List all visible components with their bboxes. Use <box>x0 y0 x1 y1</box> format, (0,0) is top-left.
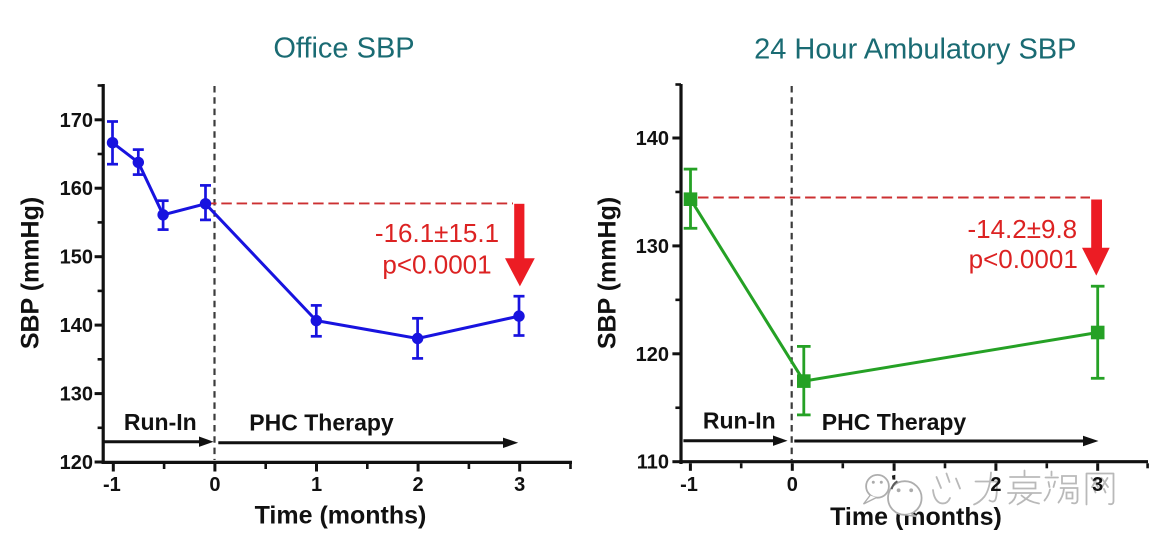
svg-text:3: 3 <box>1092 474 1103 496</box>
svg-text:140: 140 <box>60 315 93 337</box>
svg-text:24 Hour Ambulatory SBP: 24 Hour Ambulatory SBP <box>754 34 1076 66</box>
svg-text:130: 130 <box>636 236 669 258</box>
svg-text:p<0.0001: p<0.0001 <box>969 244 1078 274</box>
svg-text:Run-In: Run-In <box>124 409 197 435</box>
svg-text:1: 1 <box>311 474 322 496</box>
svg-text:150: 150 <box>60 247 93 269</box>
svg-text:-1: -1 <box>680 474 698 496</box>
svg-text:Time (months): Time (months) <box>255 502 427 530</box>
svg-text:Office SBP: Office SBP <box>273 32 414 64</box>
svg-text:p<0.0001: p<0.0001 <box>382 250 491 280</box>
svg-text:170: 170 <box>60 110 93 132</box>
svg-text:Run-In: Run-In <box>703 407 776 433</box>
svg-text:140: 140 <box>636 128 669 150</box>
svg-text:-1: -1 <box>103 474 121 496</box>
svg-text:SBP (mmHg): SBP (mmHg) <box>594 197 622 349</box>
svg-text:120: 120 <box>636 344 669 366</box>
svg-text:0: 0 <box>209 474 220 496</box>
svg-text:120: 120 <box>60 452 93 474</box>
svg-text:0: 0 <box>787 474 798 496</box>
svg-text:SBP (mmHg): SBP (mmHg) <box>17 197 45 349</box>
svg-text:-14.2±9.8: -14.2±9.8 <box>967 214 1077 244</box>
svg-text:PHC Therapy: PHC Therapy <box>822 409 967 435</box>
svg-text:3: 3 <box>514 474 525 496</box>
svg-text:130: 130 <box>60 384 93 406</box>
svg-text:2: 2 <box>990 474 1001 496</box>
svg-text:110: 110 <box>637 452 669 474</box>
svg-text:PHC Therapy: PHC Therapy <box>249 410 394 436</box>
svg-text:2: 2 <box>413 474 424 496</box>
svg-text:160: 160 <box>60 178 93 200</box>
svg-text:-16.1±15.1: -16.1±15.1 <box>375 218 499 248</box>
